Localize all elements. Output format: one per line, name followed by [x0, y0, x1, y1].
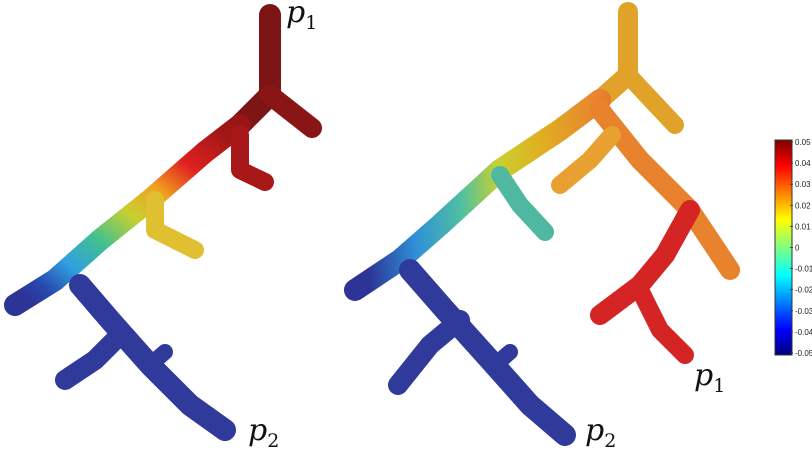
colorbar-tick-label: -0.01 — [795, 265, 812, 274]
right-tree-main-left — [344, 89, 611, 301]
colorbar-tick-label: -0.04 — [795, 328, 812, 337]
colorbar-tick-label: 0.04 — [795, 159, 811, 168]
right-label-p2: p2 — [585, 413, 616, 452]
colorbar-tick-label: -0.05 — [795, 349, 812, 358]
colorbar-tick-label: 0.05 — [795, 138, 811, 147]
colorbar-tick-label: 0.02 — [795, 201, 811, 210]
right-tree-top-trunk — [590, 2, 638, 110]
right-tree-blue-stub — [487, 344, 518, 373]
colorbar-ticks: 0.05 0.04 0.03 0.02 0.01 0 -0.01 -0.02 -0.03 -0.0… — [790, 138, 812, 358]
colorbar-tick-label: -0.03 — [795, 307, 812, 316]
colorbar-gradient — [774, 139, 793, 356]
right-label-p1: p1 — [694, 358, 725, 397]
left-tree-red-branch — [231, 126, 274, 191]
left-tree-blue-branch — [55, 325, 130, 390]
left-label-p1: p1 — [286, 0, 317, 34]
left-tree-blue-stub — [142, 344, 173, 373]
left-label-p2: p2 — [248, 413, 279, 452]
left-tree-top-branch — [260, 85, 322, 138]
right-tree-teal-branch — [491, 166, 554, 241]
right-tree-orange-stub — [551, 126, 621, 194]
colorbar-tick-label: -0.02 — [795, 286, 812, 295]
colorbar-tick-label: 0.01 — [795, 222, 811, 231]
right-tree-red-branch — [590, 200, 700, 325]
left-tree-trunk-top — [229, 4, 281, 136]
left-tree-yellow-branch — [146, 191, 204, 259]
right-tree-blue-branch — [388, 310, 470, 395]
colorbar-tick-label: 0 — [795, 244, 800, 253]
colorbar-tick-label: 0.03 — [795, 180, 811, 189]
left-tree-mid-red — [4, 114, 251, 316]
left-tree — [4, 4, 322, 441]
right-tree-top-branch — [619, 66, 684, 134]
right-tree-red-lower — [631, 281, 694, 364]
right-tree — [344, 2, 740, 446]
colorbar: 0.05 0.04 0.03 0.02 0.01 0 -0.01 -0.02 -0.03 -0.0… — [774, 138, 812, 358]
